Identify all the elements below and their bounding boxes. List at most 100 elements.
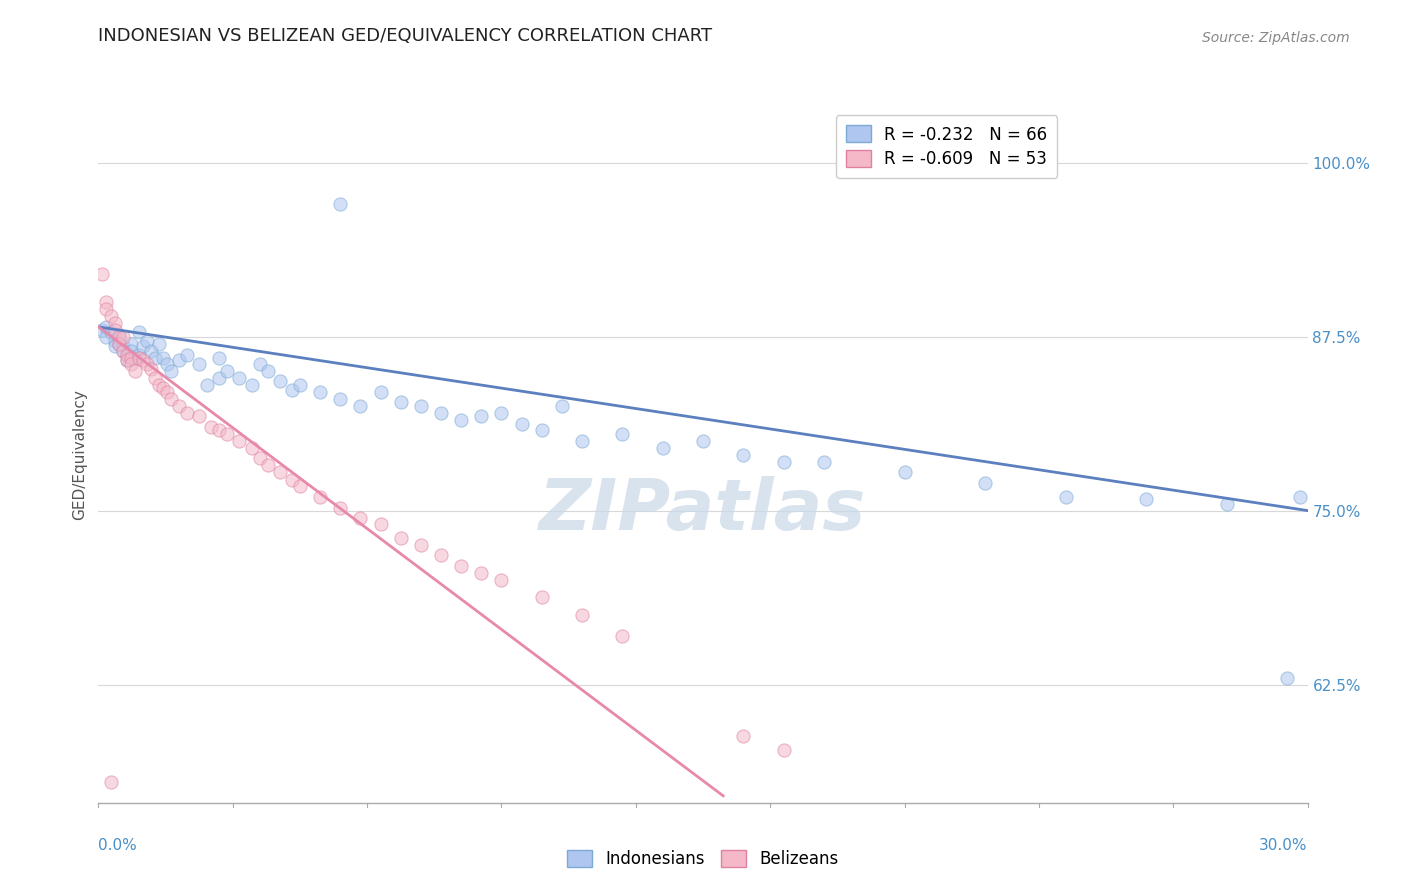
Point bbox=[813, 455, 835, 469]
Point bbox=[281, 383, 304, 397]
Point bbox=[389, 395, 412, 409]
Point bbox=[288, 378, 311, 392]
Point bbox=[176, 348, 198, 362]
Point bbox=[176, 406, 198, 420]
Point bbox=[733, 448, 755, 462]
Text: 30.0%: 30.0% bbox=[1260, 838, 1308, 854]
Y-axis label: GED/Equivalency: GED/Equivalency bbox=[72, 390, 87, 520]
Point bbox=[115, 353, 138, 368]
Point bbox=[120, 336, 142, 351]
Point bbox=[208, 371, 231, 385]
Point bbox=[349, 399, 371, 413]
Point bbox=[111, 343, 134, 358]
Point bbox=[115, 348, 138, 362]
Text: ZIPatlas: ZIPatlas bbox=[540, 476, 866, 545]
Point bbox=[188, 358, 211, 372]
Point bbox=[124, 364, 146, 378]
Point bbox=[571, 607, 593, 622]
Point bbox=[1054, 490, 1077, 504]
Point bbox=[96, 319, 118, 334]
Point bbox=[309, 385, 332, 400]
Point bbox=[96, 294, 118, 309]
Point bbox=[370, 385, 392, 400]
Point bbox=[100, 326, 122, 340]
Point bbox=[612, 427, 634, 442]
Point bbox=[152, 381, 174, 395]
Point bbox=[1216, 497, 1239, 511]
Point bbox=[156, 358, 179, 372]
Point bbox=[217, 364, 239, 378]
Point bbox=[120, 358, 142, 372]
Point bbox=[103, 316, 125, 330]
Point bbox=[135, 334, 157, 348]
Point bbox=[269, 465, 291, 479]
Point bbox=[491, 573, 513, 587]
Point bbox=[111, 329, 134, 343]
Point bbox=[1277, 671, 1299, 685]
Point bbox=[115, 348, 138, 362]
Point bbox=[115, 353, 138, 368]
Point bbox=[103, 334, 125, 348]
Point bbox=[228, 371, 250, 385]
Point bbox=[152, 351, 174, 365]
Point bbox=[612, 629, 634, 643]
Point bbox=[228, 434, 250, 448]
Point bbox=[240, 441, 263, 455]
Point bbox=[772, 455, 794, 469]
Point bbox=[107, 328, 129, 343]
Point bbox=[217, 427, 239, 442]
Point bbox=[160, 364, 183, 378]
Point bbox=[139, 361, 162, 376]
Point bbox=[772, 743, 794, 757]
Point bbox=[91, 323, 114, 337]
Point bbox=[349, 510, 371, 524]
Point bbox=[107, 336, 129, 351]
Point bbox=[100, 775, 122, 789]
Point bbox=[148, 336, 170, 351]
Point bbox=[128, 351, 150, 365]
Point bbox=[470, 566, 492, 581]
Point bbox=[200, 420, 222, 434]
Point bbox=[103, 323, 125, 337]
Point bbox=[551, 399, 574, 413]
Point bbox=[120, 351, 142, 365]
Point bbox=[103, 339, 125, 353]
Point bbox=[256, 364, 278, 378]
Point bbox=[430, 548, 453, 562]
Point bbox=[160, 392, 183, 407]
Point bbox=[651, 441, 673, 455]
Point bbox=[409, 538, 432, 552]
Point bbox=[256, 458, 278, 472]
Point bbox=[91, 267, 114, 281]
Point bbox=[370, 517, 392, 532]
Point bbox=[269, 374, 291, 388]
Point bbox=[491, 406, 513, 420]
Text: Source: ZipAtlas.com: Source: ZipAtlas.com bbox=[1202, 30, 1350, 45]
Point bbox=[510, 417, 533, 432]
Point bbox=[309, 490, 332, 504]
Point bbox=[96, 301, 118, 316]
Point bbox=[111, 339, 134, 353]
Point bbox=[571, 434, 593, 448]
Text: 0.0%: 0.0% bbox=[98, 838, 138, 854]
Point bbox=[249, 450, 271, 465]
Point bbox=[167, 399, 190, 413]
Point bbox=[128, 348, 150, 362]
Legend: Indonesians, Belizeans: Indonesians, Belizeans bbox=[561, 843, 845, 875]
Point bbox=[96, 329, 118, 343]
Point bbox=[692, 434, 714, 448]
Point bbox=[128, 326, 150, 340]
Point bbox=[132, 353, 155, 368]
Point bbox=[132, 339, 155, 353]
Point bbox=[329, 197, 352, 211]
Point bbox=[143, 371, 166, 385]
Point bbox=[470, 409, 492, 423]
Point bbox=[1135, 492, 1157, 507]
Point bbox=[430, 406, 453, 420]
Point bbox=[240, 378, 263, 392]
Point bbox=[329, 392, 352, 407]
Point bbox=[139, 343, 162, 358]
Point bbox=[148, 378, 170, 392]
Point bbox=[281, 473, 304, 487]
Point bbox=[893, 465, 915, 479]
